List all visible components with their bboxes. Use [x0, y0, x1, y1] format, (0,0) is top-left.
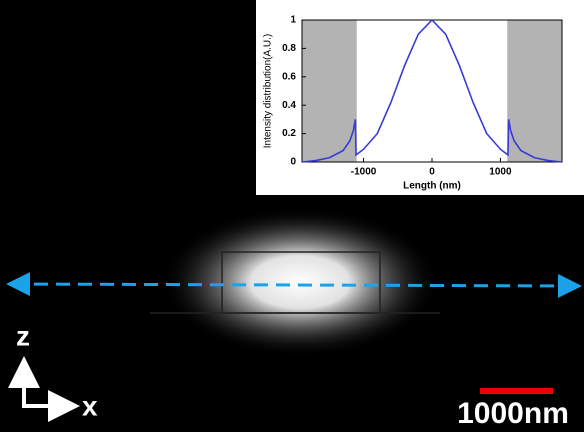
z-label: z [16, 320, 30, 351]
x-axis-title: Length (nm) [403, 181, 461, 192]
y-tick-label: 1 [290, 15, 296, 26]
y-tick-label: 0 [290, 157, 296, 168]
shaded-region [302, 20, 357, 162]
y-tick-label: 0.6 [282, 71, 296, 82]
mode-field [160, 207, 440, 357]
x-tick-label: 1000 [489, 167, 512, 178]
figure: z x 1000nm 0 0.2 0.4 0.6 0.8 1 -1000 0 1000 Lengt… [0, 0, 584, 432]
y-tick-label: 0.8 [282, 43, 296, 54]
page: {"chart_data": {"type": "line", "xlabel"… [0, 0, 584, 432]
x-tick-label: 0 [429, 167, 435, 178]
y-axis-title: Intensity distribution(A.U.) [263, 34, 274, 149]
scale-bar-label: 1000nm [457, 397, 569, 430]
y-tick-label: 0.4 [282, 100, 296, 111]
shaded-region [507, 20, 562, 162]
y-tick-label: 0.2 [282, 128, 296, 139]
x-tick-label: -1000 [351, 167, 377, 178]
x-label: x [82, 390, 98, 421]
